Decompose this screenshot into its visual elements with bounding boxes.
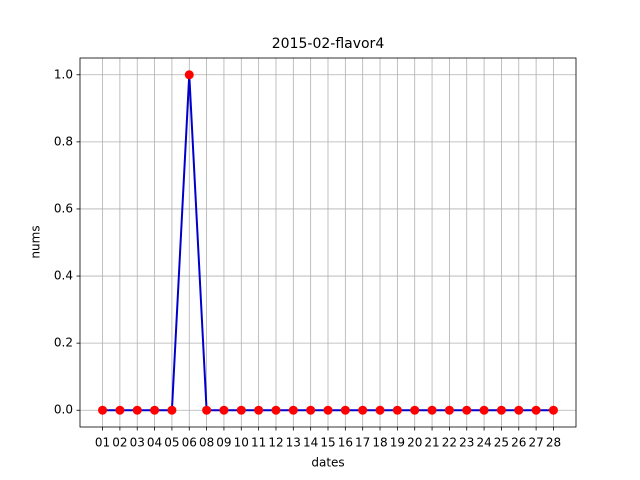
data-point (410, 405, 420, 415)
chart-title: 2015-02-flavor4 (272, 36, 385, 52)
x-tick-label: 26 (511, 436, 526, 450)
y-tick-label: 0.2 (54, 336, 73, 350)
x-tick-label: 09 (216, 436, 231, 450)
x-tick-label: 02 (112, 436, 127, 450)
x-tick-label: 15 (320, 436, 335, 450)
data-point (531, 405, 541, 415)
data-point (306, 405, 316, 415)
data-point (150, 405, 160, 415)
y-tick-label: 0.8 (54, 134, 73, 148)
x-tick-label: 10 (234, 436, 249, 450)
x-tick-label: 18 (372, 436, 387, 450)
x-tick-label: 23 (459, 436, 474, 450)
x-tick-label: 04 (147, 436, 162, 450)
data-point (115, 405, 125, 415)
data-point (427, 405, 437, 415)
x-tick-label: 16 (338, 436, 353, 450)
y-axis-label: nums (29, 225, 43, 258)
x-tick-label: 01 (95, 436, 110, 450)
data-point (444, 405, 454, 415)
data-point (496, 405, 506, 415)
data-point (392, 405, 402, 415)
data-point (132, 405, 142, 415)
data-point (98, 405, 108, 415)
x-tick-label: 08 (199, 436, 214, 450)
x-tick-label: 28 (546, 436, 561, 450)
x-tick-label: 22 (442, 436, 457, 450)
data-point (288, 405, 298, 415)
x-tick-label: 17 (355, 436, 370, 450)
x-tick-label: 25 (494, 436, 509, 450)
data-point (479, 405, 489, 415)
data-point (375, 405, 385, 415)
x-tick-label: 27 (528, 436, 543, 450)
x-tick-label: 12 (268, 436, 283, 450)
data-point (219, 405, 229, 415)
data-point (323, 405, 333, 415)
y-tick-label: 1.0 (54, 67, 73, 81)
x-tick-label: 24 (476, 436, 491, 450)
data-point (340, 405, 350, 415)
x-axis-label: dates (311, 456, 344, 470)
data-point (236, 405, 246, 415)
x-tick-label: 21 (424, 436, 439, 450)
data-point (358, 405, 368, 415)
data-point (462, 405, 472, 415)
x-tick-label: 05 (164, 436, 179, 450)
data-point (514, 405, 524, 415)
data-point (254, 405, 264, 415)
data-point (184, 70, 194, 80)
data-point (167, 405, 177, 415)
x-tick-label: 19 (390, 436, 405, 450)
x-tick-label: 14 (303, 436, 318, 450)
y-tick-label: 0.0 (54, 403, 73, 417)
y-tick-label: 0.4 (54, 269, 73, 283)
data-point (271, 405, 281, 415)
data-point (548, 405, 558, 415)
data-point (202, 405, 212, 415)
plot-frame (79, 57, 577, 428)
x-tick-label: 20 (407, 436, 422, 450)
x-tick-label: 03 (130, 436, 145, 450)
x-tick-label: 13 (286, 436, 301, 450)
x-tick-label: 11 (251, 436, 266, 450)
y-tick-label: 0.6 (54, 201, 73, 215)
x-tick-label: 06 (182, 436, 197, 450)
